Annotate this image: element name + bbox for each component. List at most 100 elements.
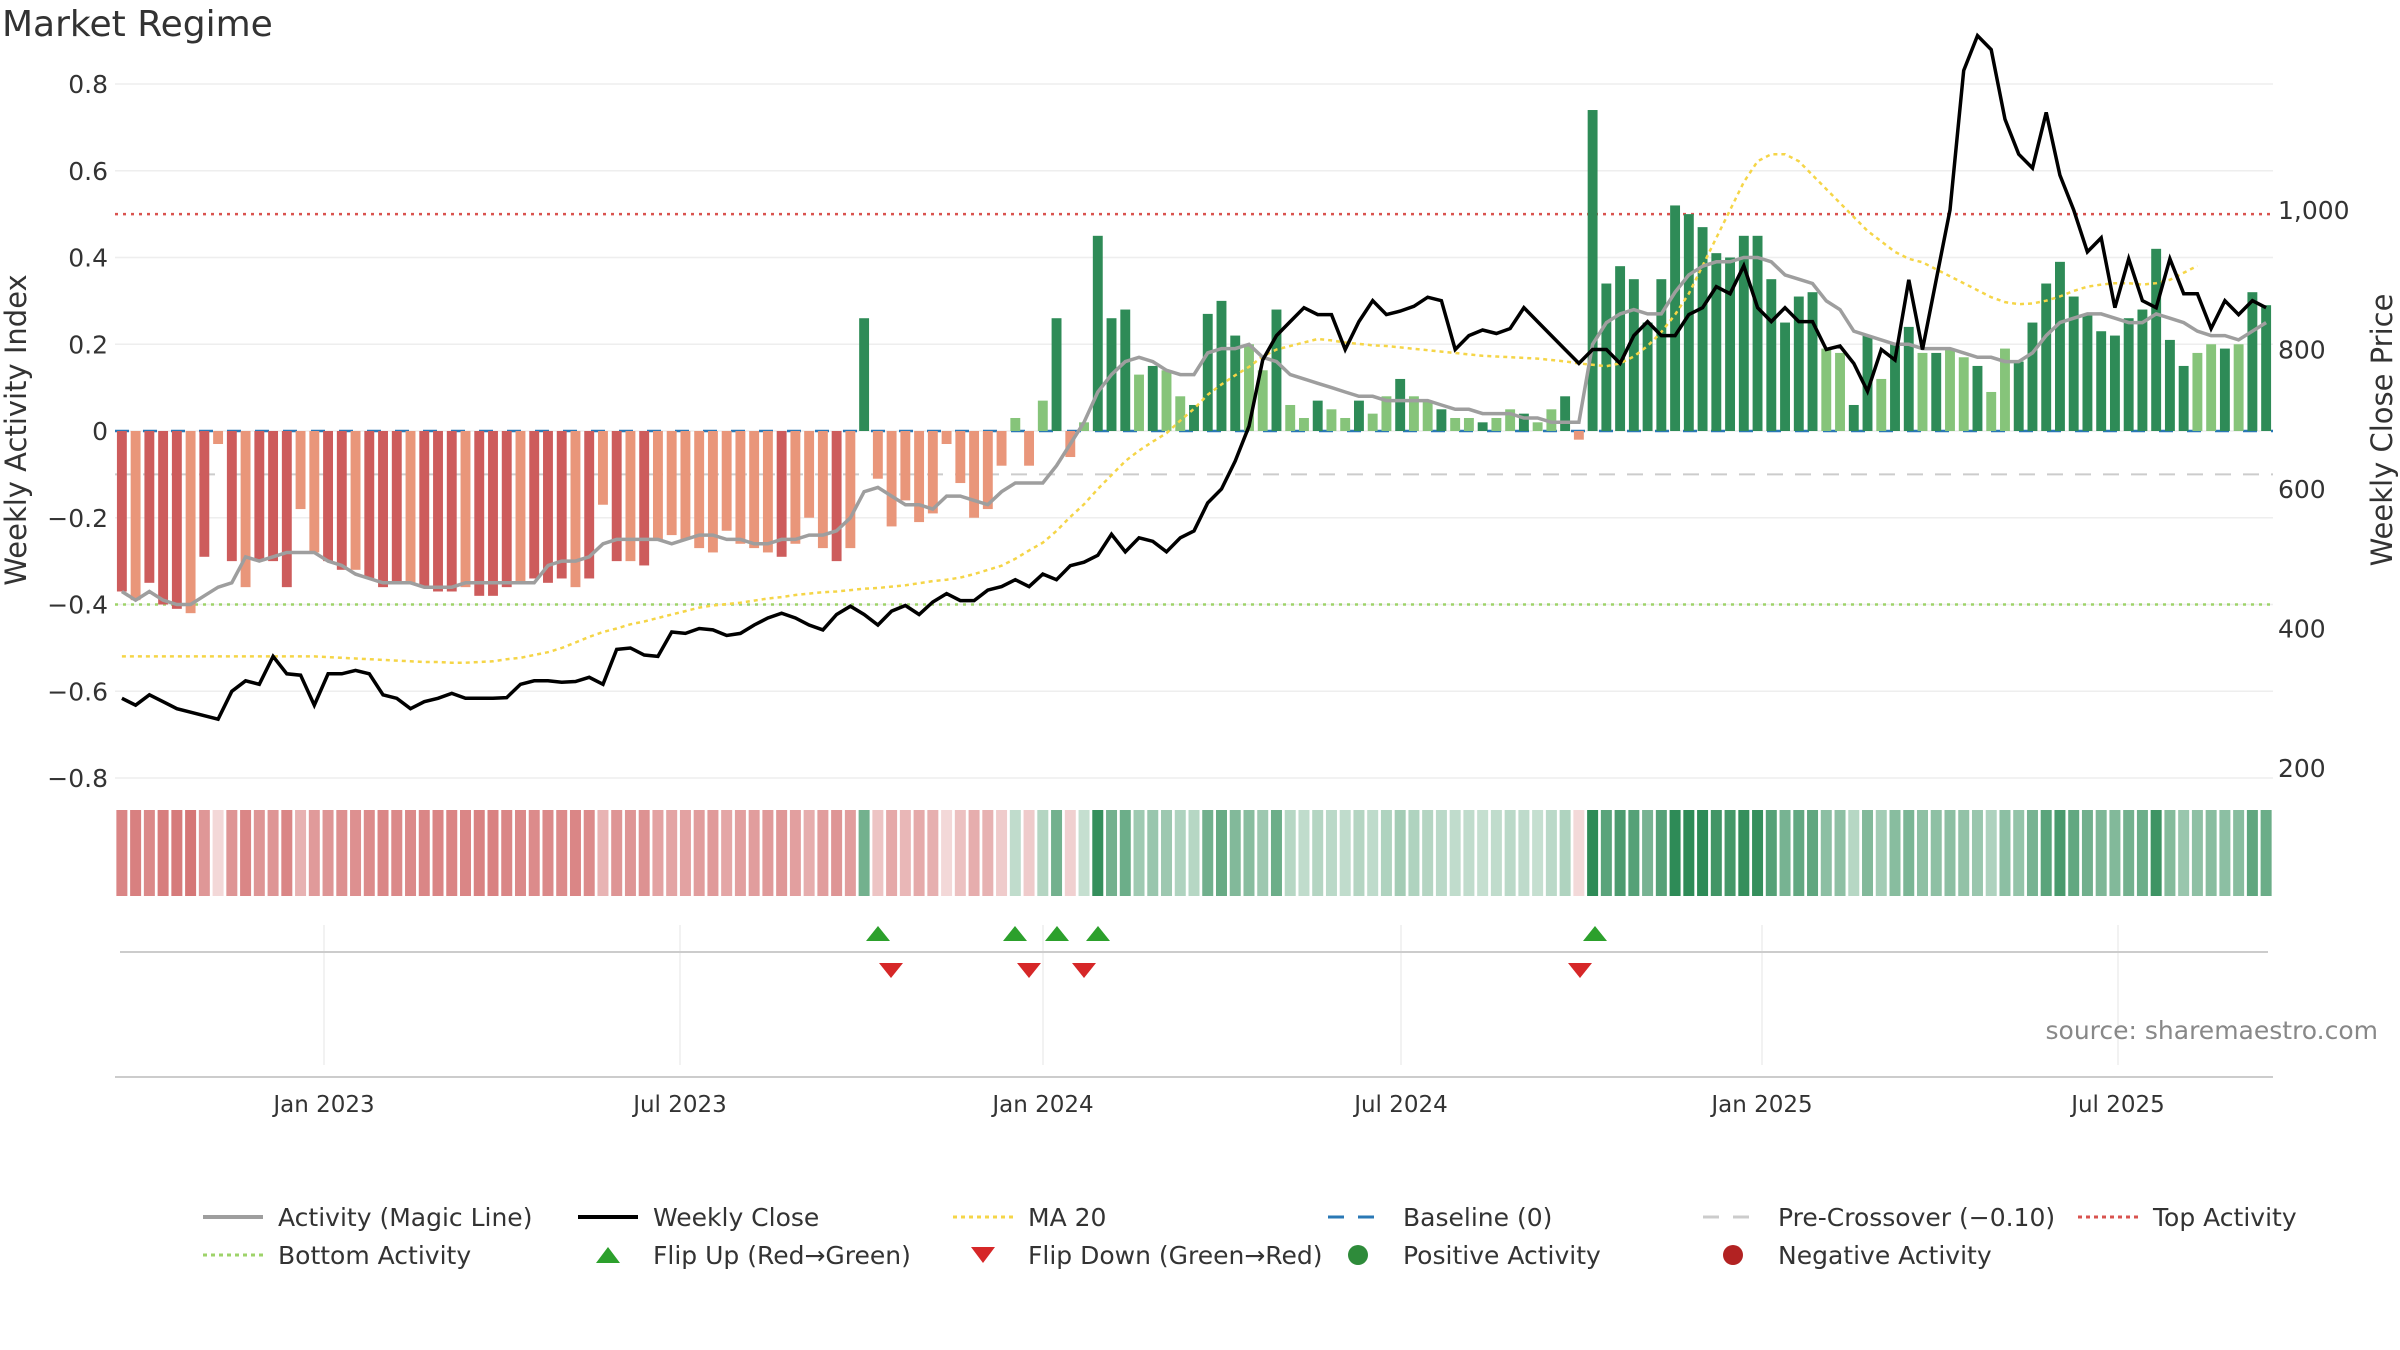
flip-down-marker: [1568, 963, 1592, 978]
activity-bar: [1958, 357, 1969, 431]
activity-bar: [1271, 309, 1282, 431]
regime-cell: [171, 810, 183, 896]
activity-bar: [611, 431, 622, 562]
regime-cell: [405, 810, 417, 896]
activity-bar: [859, 318, 870, 431]
activity-bar: [1285, 404, 1296, 431]
activity-bar: [776, 431, 787, 557]
regime-cell: [899, 810, 911, 896]
regime-cell: [1367, 810, 1379, 896]
activity-bar: [474, 431, 485, 596]
regime-cell: [666, 810, 678, 896]
regime-cell: [2136, 810, 2148, 896]
activity-bar: [625, 431, 636, 562]
regime-cell: [1215, 810, 1227, 896]
regime-cell: [2246, 810, 2258, 896]
x-tick-label: Jul 2023: [631, 1092, 727, 1118]
regime-cell: [473, 810, 485, 896]
activity-bar: [652, 431, 663, 540]
regime-cell: [569, 810, 581, 896]
regime-cell: [1834, 810, 1846, 896]
regime-cell: [212, 810, 224, 896]
regime-cell: [1930, 810, 1942, 896]
legend-item: Flip Down (Green→Red): [950, 1240, 1325, 1270]
activity-bar: [1821, 348, 1832, 431]
activity-bar: [364, 431, 375, 579]
chart-title: Market Regime: [2, 4, 273, 45]
regime-cell: [927, 810, 939, 896]
activity-bar: [790, 431, 801, 544]
activity-bar: [1408, 396, 1419, 431]
source-label: source: sharemaestro.com: [2046, 1016, 2379, 1045]
activity-bar: [749, 431, 760, 549]
activity-bar: [1326, 409, 1337, 431]
regime-cell: [1435, 810, 1447, 896]
activity-bar: [460, 431, 471, 588]
activity-bar: [1134, 374, 1144, 431]
activity-bar: [2151, 248, 2162, 431]
activity-bar: [543, 431, 553, 583]
regime-cell: [308, 810, 320, 896]
activity-bar: [570, 431, 581, 588]
activity-bar: [1573, 431, 1584, 440]
activity-bar: [1642, 322, 1653, 431]
activity-bar: [116, 431, 127, 592]
y-left-tick-label: 0.4: [68, 244, 108, 273]
regime-cell: [1587, 810, 1599, 896]
activity-bar: [941, 431, 952, 445]
activity-bar: [309, 431, 320, 553]
activity-bar: [1670, 205, 1681, 431]
legend-item: Activity (Magic Line): [200, 1202, 575, 1232]
regime-cell: [611, 810, 623, 896]
regime-cell: [1724, 810, 1736, 896]
activity-bar: [2068, 296, 2079, 431]
activity-bar: [199, 431, 210, 557]
flip-down-marker: [879, 963, 903, 978]
regime-cell: [748, 810, 760, 896]
activity-bar: [1079, 422, 1089, 431]
activity-bar: [1353, 400, 1364, 431]
activity-bar: [1793, 296, 1804, 431]
legend-item: Baseline (0): [1325, 1202, 1700, 1232]
regime-cell: [377, 810, 389, 896]
activity-bar: [886, 431, 897, 527]
activity-bar: [1450, 417, 1461, 431]
x-tick-label: Jan 2024: [990, 1092, 1093, 1118]
regime-cell: [1161, 810, 1173, 896]
regime-cell: [2095, 810, 2107, 896]
regime-cell: [1862, 810, 1874, 896]
activity-bar: [1862, 335, 1873, 431]
regime-cell: [1270, 810, 1282, 896]
regime-cell: [1999, 810, 2011, 896]
activity-bar: [1161, 370, 1172, 431]
activity-bar: [1601, 283, 1612, 431]
flip-up-marker: [866, 926, 890, 941]
activity-bar: [694, 431, 705, 549]
activity-bar: [817, 431, 828, 549]
activity-bar: [405, 431, 416, 583]
activity-bar: [2096, 331, 2107, 431]
y-right-tick-label: 600: [2278, 475, 2326, 504]
regime-cell: [2068, 810, 2080, 896]
regime-cell: [446, 810, 458, 896]
y-left-tick-label: −0.4: [47, 591, 108, 620]
regime-cell: [514, 810, 526, 896]
regime-cell: [1009, 810, 1021, 896]
regime-cell: [2260, 810, 2272, 896]
line-swatch-icon: [575, 1202, 641, 1232]
series-lines: [120, 32, 2268, 722]
flip-down-marker: [1017, 963, 1041, 978]
y-left-tick-label: −0.2: [47, 504, 108, 533]
line-swatch-icon: [200, 1202, 266, 1232]
y-left-tick-label: 0.2: [68, 330, 108, 359]
regime-cell: [721, 810, 733, 896]
activity-bar: [226, 431, 237, 562]
regime-cell: [1394, 810, 1406, 896]
regime-cell: [1518, 810, 1530, 896]
regime-cell: [2054, 810, 2066, 896]
regime-cell: [1985, 810, 1997, 896]
legend-label: Flip Up (Red→Green): [653, 1240, 911, 1270]
y-left-tick-label: 0.6: [68, 157, 108, 186]
regime-cell: [872, 810, 884, 896]
legend: Activity (Magic Line) Weekly Close MA 20 Ba…: [200, 1198, 2350, 1274]
